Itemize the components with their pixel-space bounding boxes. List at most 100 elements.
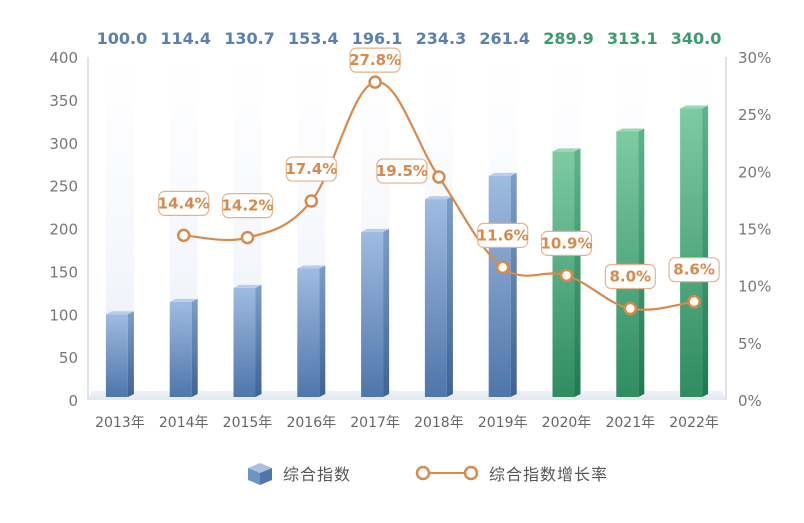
growth-point [240, 230, 255, 245]
growth-point [559, 268, 574, 283]
x-tick-label: 2016年 [286, 415, 336, 431]
growth-point [304, 194, 319, 208]
y-left-tick-label: 150 [49, 263, 78, 281]
legend-label-rate: 综合指数增长率 [489, 465, 609, 484]
bar-2 [233, 287, 256, 397]
growth-label-text: 10.9% [540, 234, 592, 252]
y-right-tick-label: 15% [738, 221, 771, 239]
bar-top [297, 265, 326, 269]
bar-top [680, 105, 709, 109]
x-tick-label: 2015年 [223, 415, 273, 431]
bar-5 [424, 199, 447, 397]
x-tick-label: 2017年 [350, 415, 400, 431]
legend-item-index: 综合指数 [245, 458, 351, 488]
y-left-tick-label: 350 [49, 92, 78, 110]
growth-label: 27.8% [349, 47, 401, 73]
bar-value-label: 114.4 [160, 29, 211, 48]
growth-point [368, 75, 382, 89]
growth-label-text: 8.6% [673, 261, 715, 279]
growth-label-text: 11.6% [477, 226, 529, 244]
growth-label-box [285, 156, 337, 182]
bar-top [105, 311, 134, 315]
growth-point [495, 260, 510, 275]
bar-side [574, 148, 581, 397]
growth-label-box [668, 257, 720, 283]
growth-label-box [477, 222, 529, 248]
y-left-tick-label: 300 [49, 135, 78, 153]
bar-top [169, 298, 198, 302]
growth-label-box [158, 190, 210, 216]
bar-side [510, 172, 517, 397]
bar-top [488, 172, 517, 176]
growth-label: 11.6% [477, 222, 529, 248]
y-left-tick-label: 50 [59, 349, 78, 367]
x-tick-label: 2020年 [542, 415, 592, 431]
y-right-tick-label: 25% [738, 106, 771, 124]
y-left-tick-label: 200 [49, 221, 78, 239]
y-right-tick-label: 30% [738, 49, 771, 67]
x-tick-label: 2013年 [95, 415, 145, 431]
bar-value-label: 340.0 [671, 29, 722, 48]
growth-label-text: 14.4% [158, 194, 210, 212]
x-tick-label: 2022年 [669, 415, 719, 431]
bar-side [127, 311, 134, 397]
x-tick-label: 2014年 [159, 415, 209, 431]
x-tick-label: 2018年 [414, 415, 464, 431]
growth-label: 8.6% [668, 257, 720, 283]
legend: 综合指数 综合指数增长率 [0, 458, 804, 488]
growth-label-box [376, 158, 428, 184]
growth-label-text: 19.5% [376, 162, 428, 180]
bar-side [702, 105, 709, 397]
bar-top [424, 196, 453, 200]
growth-point [687, 294, 701, 309]
growth-label-box [349, 47, 401, 73]
growth-label-text: 14.2% [221, 197, 273, 215]
bar-9 [680, 108, 703, 397]
bar-value-label: 100.0 [97, 29, 148, 48]
y-right-tick-label: 10% [738, 278, 771, 296]
growth-label-text: 17.4% [285, 160, 337, 178]
y-right-tick-label: 0% [738, 392, 762, 410]
legend-item-rate: 综合指数增长率 [415, 458, 608, 488]
growth-label-box [221, 193, 274, 219]
growth-label-text: 27.8% [349, 51, 401, 69]
growth-label: 10.9% [540, 230, 593, 256]
bar-1 [169, 301, 192, 397]
bar-0 [105, 314, 128, 397]
bar-side [446, 196, 453, 397]
bar-side [255, 284, 262, 397]
growth-line [183, 81, 695, 311]
y-left-tick-label: 250 [49, 178, 78, 196]
bar-top [361, 228, 390, 232]
x-tick-label: 2019年 [478, 415, 528, 431]
line-circle-icon [415, 465, 479, 481]
growth-label: 17.4% [285, 156, 337, 182]
y-right-tick-label: 5% [738, 335, 762, 353]
growth-point [176, 228, 191, 243]
bar-value-label: 313.1 [607, 29, 658, 48]
y-right-tick-label: 20% [738, 163, 771, 181]
y-left-tick-label: 400 [49, 49, 78, 67]
bar-side [383, 228, 390, 397]
bar-value-label: 234.3 [416, 29, 467, 48]
bar-value-label: 130.7 [224, 29, 275, 48]
y-left-tick-label: 0 [68, 392, 78, 410]
growth-label: 8.0% [604, 263, 656, 290]
bar-value-label: 196.1 [352, 29, 403, 48]
growth-point [432, 170, 446, 184]
bar-top [552, 148, 581, 152]
cube-icon [248, 463, 272, 485]
growth-label-text: 8.0% [609, 268, 651, 286]
growth-label-box [540, 230, 593, 256]
bar-top [616, 128, 645, 132]
bar-value-label: 261.4 [479, 29, 530, 48]
legend-label-index: 综合指数 [283, 465, 352, 484]
bar-6 [488, 175, 511, 397]
bar-value-label: 153.4 [288, 29, 339, 48]
bar-side [638, 128, 645, 397]
x-tick-label: 2021年 [605, 415, 655, 431]
y-left-tick-label: 100 [49, 306, 78, 324]
bar-3 [297, 268, 320, 397]
